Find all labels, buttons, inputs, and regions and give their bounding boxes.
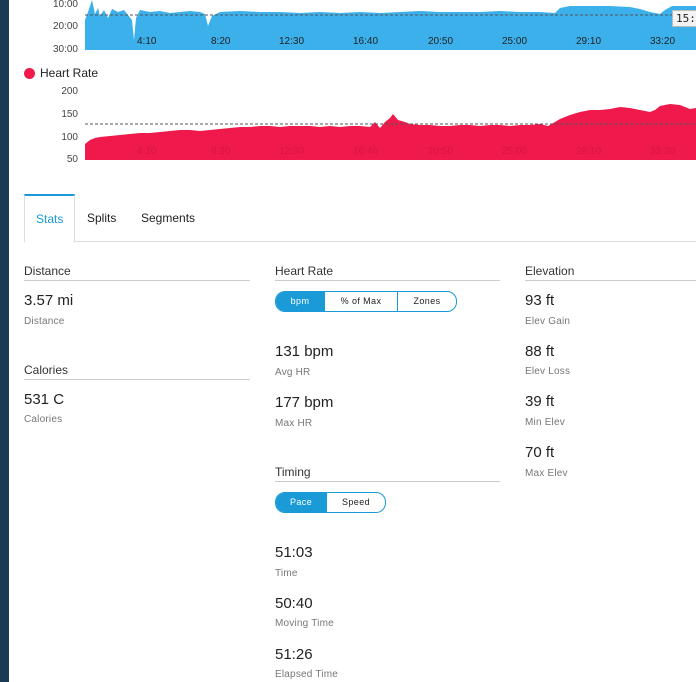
- left-sidebar-edge: [0, 0, 9, 682]
- hr-legend-dot-icon: [24, 67, 35, 79]
- pace-chart: 10:00 20:00 30:00 4:10 8:20 12:30 16:40 …: [0, 0, 696, 56]
- elapsed-time-label: Elapsed Time: [275, 669, 338, 680]
- calories-label: Calories: [24, 414, 63, 425]
- pace-x-tick: 29:10: [576, 36, 602, 47]
- elev-loss-value: 88 ft: [525, 343, 555, 360]
- hr-area: [85, 104, 696, 160]
- hr-y-tick: 100: [61, 132, 78, 143]
- pace-x-tick: 16:40: [353, 36, 379, 47]
- pace-y-tick: 30:00: [52, 44, 78, 55]
- pace-tooltip: 15:0: [672, 10, 696, 27]
- pace-x-tick: 8:20: [211, 36, 231, 47]
- hr-x-tick: 29:10: [576, 146, 602, 157]
- time-label: Time: [275, 568, 298, 579]
- max-hr-label: Max HR: [275, 418, 313, 429]
- moving-time-value: 50:40: [275, 595, 313, 612]
- avg-hr-value: 131 bpm: [275, 343, 334, 360]
- elapsed-time-value: 51:26: [275, 646, 313, 663]
- tab-segments[interactable]: Segments: [141, 211, 196, 225]
- pace-area: [85, 0, 696, 50]
- hr-legend-label: Heart Rate: [40, 66, 99, 80]
- max-hr-value: 177 bpm: [275, 394, 334, 411]
- hr-x-tick: 33:20: [650, 146, 676, 157]
- min-elev-value: 39 ft: [525, 393, 555, 410]
- pace-x-tick: 25:00: [502, 36, 528, 47]
- hr-x-tick: 20:50: [428, 146, 454, 157]
- tab-bar: Stats Splits Segments: [24, 194, 696, 243]
- hr-x-tick: 16:40: [353, 146, 379, 157]
- elevation-title: Elevation: [525, 264, 696, 281]
- distance-value: 3.57 mi: [24, 292, 74, 309]
- pace-x-tick: 33:20: [650, 36, 676, 47]
- pace-x-tick: 4:10: [137, 36, 157, 47]
- moving-time-label: Moving Time: [275, 618, 334, 629]
- heart-rate-title: Heart Rate: [275, 264, 500, 281]
- timing-toggle-pace[interactable]: Pace: [276, 493, 326, 512]
- distance-title: Distance: [24, 264, 250, 281]
- hr-y-tick: 50: [66, 154, 78, 165]
- pace-area-svg: [85, 0, 696, 50]
- timing-toggle-speed[interactable]: Speed: [326, 493, 385, 512]
- pace-y-tick: 20:00: [52, 21, 78, 32]
- timing-title: Timing: [275, 465, 500, 482]
- elev-gain-value: 93 ft: [525, 292, 555, 309]
- hr-x-tick: 8:20: [211, 146, 231, 157]
- elev-loss-label: Elev Loss: [525, 366, 571, 377]
- hr-unit-toggle: bpm % of Max Zones: [275, 291, 457, 312]
- hr-x-tick: 12:30: [279, 146, 305, 157]
- max-elev-label: Max Elev: [525, 468, 568, 479]
- tab-stats[interactable]: Stats: [24, 194, 76, 243]
- hr-toggle-zones[interactable]: Zones: [397, 292, 456, 311]
- pace-y-tick: 10:00: [52, 0, 78, 10]
- elev-gain-label: Elev Gain: [525, 316, 571, 327]
- avg-hr-label: Avg HR: [275, 367, 311, 378]
- distance-label: Distance: [24, 316, 65, 327]
- tab-splits[interactable]: Splits: [87, 211, 117, 225]
- hr-y-tick: 200: [61, 86, 78, 97]
- timing-unit-toggle: Pace Speed: [275, 492, 386, 513]
- time-value: 51:03: [275, 544, 313, 561]
- hr-toggle-pct-max[interactable]: % of Max: [324, 292, 397, 311]
- hr-toggle-bpm[interactable]: bpm: [276, 292, 324, 311]
- hr-legend[interactable]: Heart Rate: [24, 66, 98, 80]
- hr-x-tick: 4:10: [137, 146, 157, 157]
- pace-x-tick: 20:50: [428, 36, 454, 47]
- calories-value: 531 C: [24, 391, 65, 408]
- calories-title: Calories: [24, 363, 250, 380]
- pace-x-tick: 12:30: [279, 36, 305, 47]
- min-elev-label: Min Elev: [525, 417, 565, 428]
- hr-y-tick: 150: [61, 109, 78, 120]
- hr-x-tick: 25:00: [502, 146, 528, 157]
- max-elev-value: 70 ft: [525, 444, 555, 461]
- hr-area-svg: [85, 104, 696, 160]
